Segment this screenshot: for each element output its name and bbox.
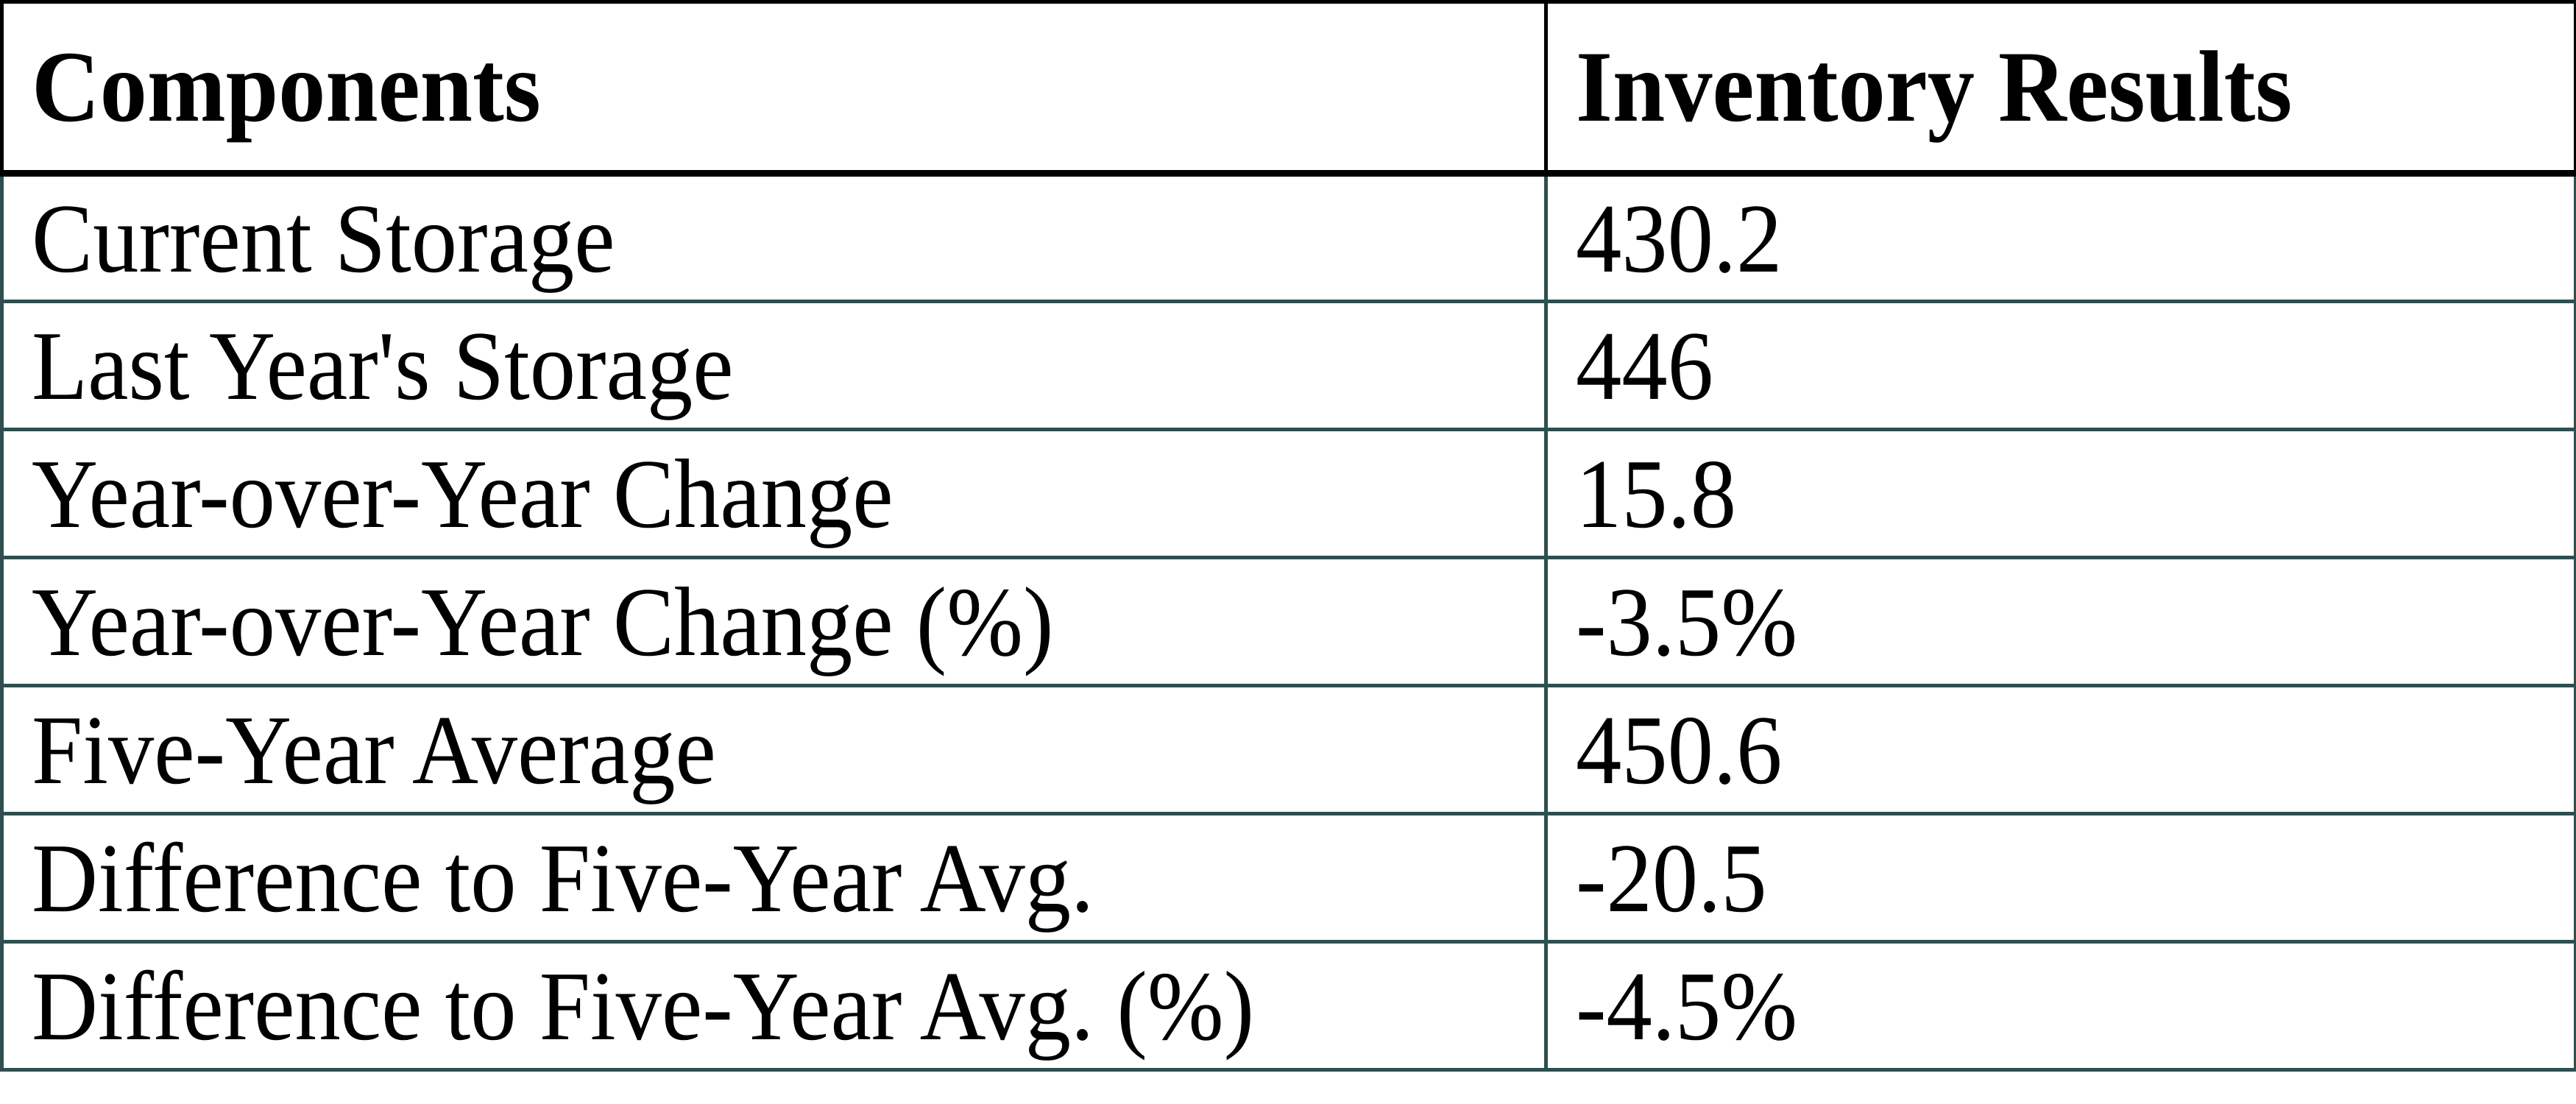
component-label: Year-over-Year Change (32, 439, 894, 548)
header-label-inventory-results: Inventory Results (1576, 30, 2293, 143)
table-row: Difference to Five-Year Avg. -20.5 (0, 812, 2576, 944)
inventory-value-cell: -3.5% (1544, 556, 2576, 687)
component-label: Current Storage (32, 183, 615, 293)
table-row: Current Storage 430.2 (0, 171, 2576, 303)
inventory-value: 15.8 (1576, 439, 1737, 548)
component-label: Year-over-Year Change (%) (32, 567, 1054, 676)
header-cell-inventory-results: Inventory Results (1544, 0, 2576, 177)
component-label: Last Year's Storage (32, 311, 734, 420)
component-label: Difference to Five-Year Avg. (32, 823, 1094, 933)
component-label: Difference to Five-Year Avg. (%) (32, 951, 1255, 1061)
component-label-cell: Five-Year Average (0, 684, 1548, 815)
component-label-cell: Current Storage (0, 171, 1548, 303)
inventory-value: 446 (1576, 311, 1713, 420)
inventory-value-cell: 450.6 (1544, 684, 2576, 815)
component-label: Five-Year Average (32, 695, 716, 804)
inventory-value: -20.5 (1576, 823, 1767, 933)
inventory-results-table: Components Inventory Results Current Sto… (0, 0, 2576, 1072)
component-label-cell: Year-over-Year Change (%) (0, 556, 1548, 687)
header-row: Components Inventory Results (0, 0, 2576, 177)
table-row: Year-over-Year Change 15.8 (0, 428, 2576, 559)
component-label-cell: Difference to Five-Year Avg. (0, 812, 1548, 944)
table-row: Five-Year Average 450.6 (0, 684, 2576, 815)
component-label-cell: Difference to Five-Year Avg. (%) (0, 940, 1548, 1072)
inventory-value-cell: 430.2 (1544, 171, 2576, 303)
table-row: Difference to Five-Year Avg. (%) -4.5% (0, 940, 2576, 1072)
header-label-components: Components (32, 30, 541, 143)
inventory-value-cell: -4.5% (1544, 940, 2576, 1072)
header-cell-components: Components (0, 0, 1548, 177)
inventory-value-cell: 446 (1544, 300, 2576, 431)
inventory-value: -4.5% (1576, 951, 1798, 1061)
inventory-value: 450.6 (1576, 695, 1783, 804)
inventory-value: -3.5% (1576, 567, 1798, 676)
table-row: Last Year's Storage 446 (0, 300, 2576, 431)
inventory-value-cell: 15.8 (1544, 428, 2576, 559)
table-row: Year-over-Year Change (%) -3.5% (0, 556, 2576, 687)
component-label-cell: Last Year's Storage (0, 300, 1548, 431)
component-label-cell: Year-over-Year Change (0, 428, 1548, 559)
inventory-value-cell: -20.5 (1544, 812, 2576, 944)
inventory-value: 430.2 (1576, 183, 1783, 293)
